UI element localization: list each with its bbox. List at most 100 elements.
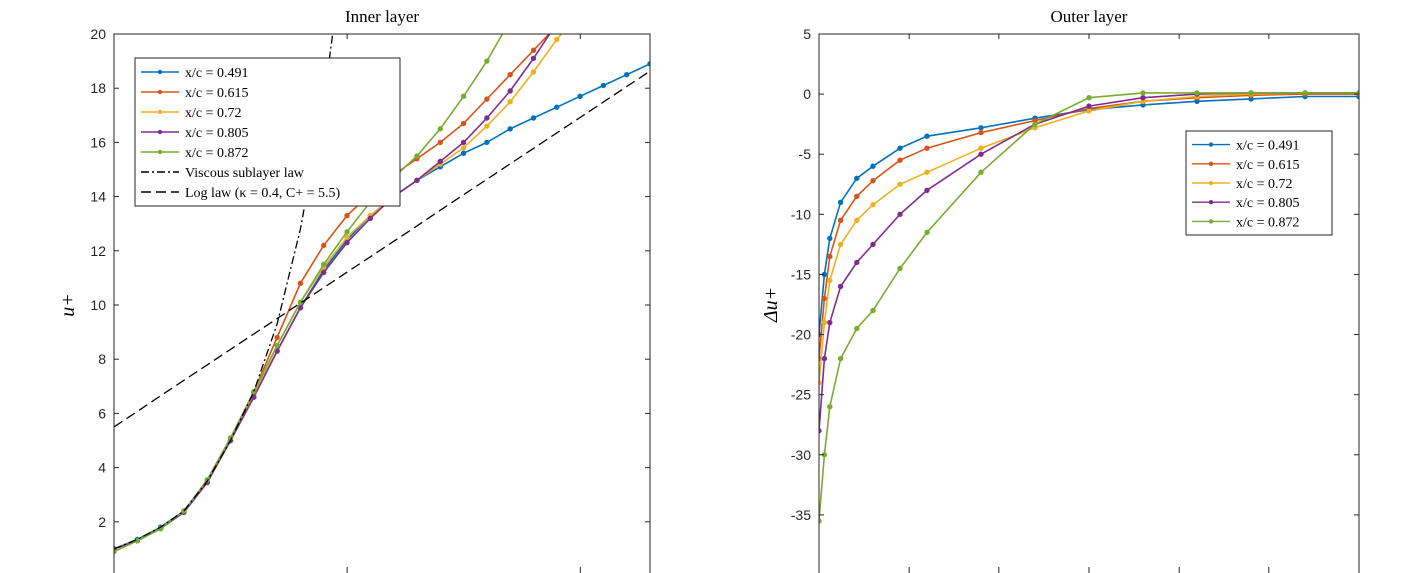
- data-point: [827, 235, 833, 242]
- data-point: [854, 325, 860, 332]
- legend-label: x/c = 0.72: [185, 106, 242, 121]
- data-point: [1248, 90, 1254, 96]
- data-point: [460, 145, 467, 151]
- data-point: [555, 21, 559, 25]
- data-point: [460, 93, 467, 100]
- y-axis-label: u+: [57, 293, 79, 317]
- data-point: [623, 71, 630, 78]
- legend-label: x/c = 0.872: [1236, 215, 1300, 230]
- data-point: [897, 157, 903, 163]
- series-line-5: [114, 34, 334, 550]
- data-point: [507, 71, 513, 78]
- data-point: [437, 139, 443, 146]
- data-point: [870, 202, 876, 208]
- data-point: [870, 307, 876, 314]
- legend-label: x/c = 0.615: [1236, 158, 1300, 173]
- data-point: [854, 259, 860, 266]
- legend-marker: [157, 109, 163, 115]
- y-tick-label: 6: [98, 405, 106, 421]
- y-tick-label: -10: [791, 206, 811, 222]
- series-line-4: [114, 34, 504, 553]
- data-point: [821, 319, 828, 326]
- legend-marker: [1208, 200, 1214, 205]
- legend-marker: [157, 129, 163, 135]
- data-point: [1302, 90, 1308, 96]
- y-tick-label: 10: [90, 297, 106, 313]
- data-point: [978, 129, 984, 136]
- data-point: [414, 177, 420, 184]
- y-tick-label: -25: [791, 387, 811, 403]
- data-point: [484, 58, 490, 64]
- legend-label: x/c = 0.491: [1236, 139, 1300, 154]
- legend-label: x/c = 0.805: [185, 126, 249, 141]
- y-tick-label: -20: [791, 327, 811, 343]
- data-point: [460, 150, 467, 156]
- data-point: [924, 133, 930, 139]
- data-point: [484, 139, 490, 146]
- data-point: [837, 199, 844, 206]
- legend-label: x/c = 0.72: [1236, 177, 1293, 192]
- legend-label: x/c = 0.872: [185, 146, 249, 161]
- legend-marker: [157, 69, 163, 75]
- data-point: [530, 115, 537, 121]
- data-point: [1194, 90, 1200, 96]
- legend-marker: [157, 149, 163, 155]
- data-point: [507, 126, 513, 132]
- y-tick-label: -15: [791, 266, 811, 282]
- data-point: [344, 239, 350, 246]
- data-point: [414, 153, 420, 159]
- legend-marker: [1208, 161, 1214, 166]
- data-point: [854, 193, 860, 200]
- data-point: [460, 120, 467, 127]
- y-tick-label: 16: [90, 134, 106, 150]
- legend-box: [134, 57, 401, 207]
- data-point: [819, 428, 822, 434]
- inner-layer-panel: Inner layer u+ 2 4 6 8 10 12 14 16 18 20 x/c = 0.491…: [57, 7, 651, 573]
- series-group: [819, 90, 1359, 524]
- data-point: [978, 125, 984, 131]
- legend-label: x/c = 0.491: [185, 66, 249, 81]
- legend-marker: [1208, 180, 1214, 186]
- series-line-3: [114, 34, 551, 550]
- y-tick-label: 14: [90, 189, 106, 205]
- data-point: [978, 145, 984, 151]
- data-point: [1086, 95, 1092, 101]
- data-point: [484, 123, 490, 129]
- data-point: [924, 169, 930, 175]
- legend-marker: [1208, 142, 1214, 147]
- chart-title: Inner layer: [345, 7, 419, 26]
- data-point: [437, 158, 443, 165]
- data-point: [321, 269, 327, 276]
- data-point: [600, 82, 607, 89]
- data-point: [978, 169, 984, 175]
- data-point: [577, 93, 583, 100]
- data-point: [274, 334, 280, 341]
- data-point: [978, 151, 984, 157]
- data-point: [870, 177, 876, 184]
- data-point: [819, 379, 822, 386]
- data-point: [827, 319, 833, 326]
- data-point: [367, 215, 374, 221]
- data-point: [555, 24, 559, 28]
- y-tick-label: 0: [803, 86, 811, 102]
- data-point: [827, 403, 833, 410]
- data-point: [1140, 90, 1146, 96]
- y-tick-label: -5: [799, 146, 812, 162]
- series-line-1: [819, 93, 1359, 359]
- data-point: [530, 55, 537, 62]
- y-tick-label: 8: [98, 351, 106, 367]
- y-tick-label: -35: [791, 507, 811, 523]
- data-point: [344, 234, 350, 240]
- data-point: [821, 295, 828, 302]
- data-point: [484, 115, 490, 121]
- y-tick-label: 4: [98, 460, 106, 476]
- data-point: [897, 211, 903, 218]
- data-point: [297, 280, 304, 287]
- chart-title: Outer layer: [1051, 7, 1128, 26]
- legend-label: Viscous sublayer law: [185, 166, 305, 181]
- y-tick-label: 20: [90, 26, 106, 42]
- series-line-6: [114, 70, 650, 428]
- data-point: [827, 277, 833, 284]
- legend-label: x/c = 0.805: [1236, 196, 1300, 211]
- data-point: [854, 217, 860, 224]
